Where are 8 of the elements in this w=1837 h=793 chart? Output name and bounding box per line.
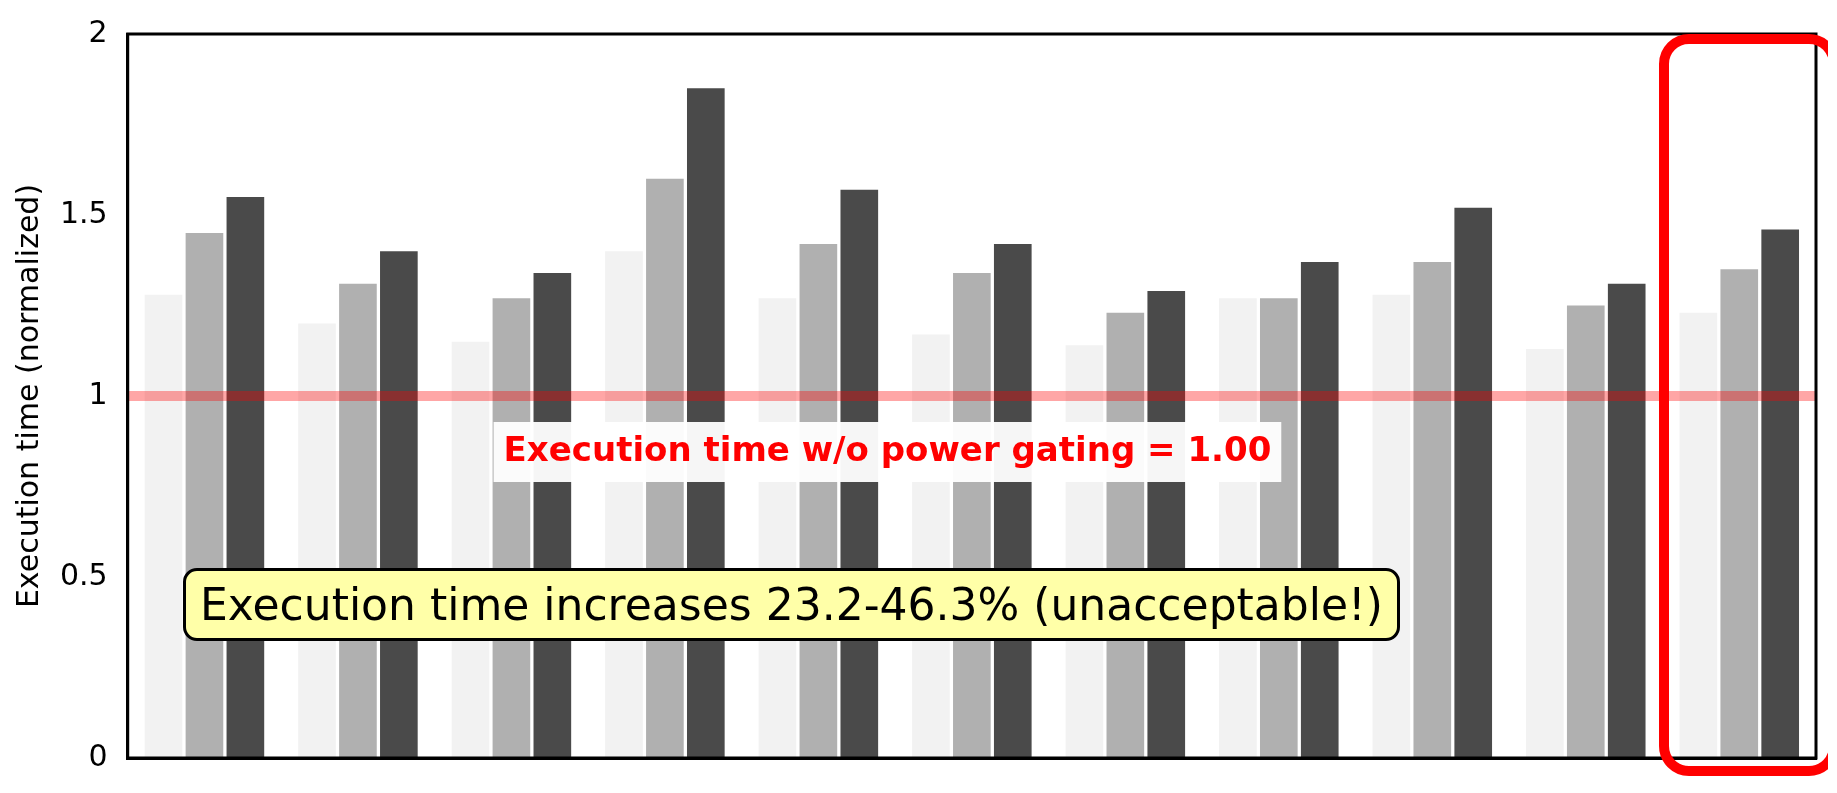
ref-line-label: Execution time w/o power gating = 1.00 xyxy=(503,428,1272,469)
y-tick-label: 2 xyxy=(88,13,108,49)
y-tick-label: 1.5 xyxy=(59,194,108,230)
y-tick-label: 0 xyxy=(88,737,108,773)
y-tick-label: 1 xyxy=(88,375,108,411)
annotation: Execution time increases 23.2-46.3% (unacceptable!) xyxy=(183,568,1400,641)
y-tick-label: 0.5 xyxy=(59,556,108,592)
y-axis-title: Execution time (normalized) xyxy=(9,183,45,609)
